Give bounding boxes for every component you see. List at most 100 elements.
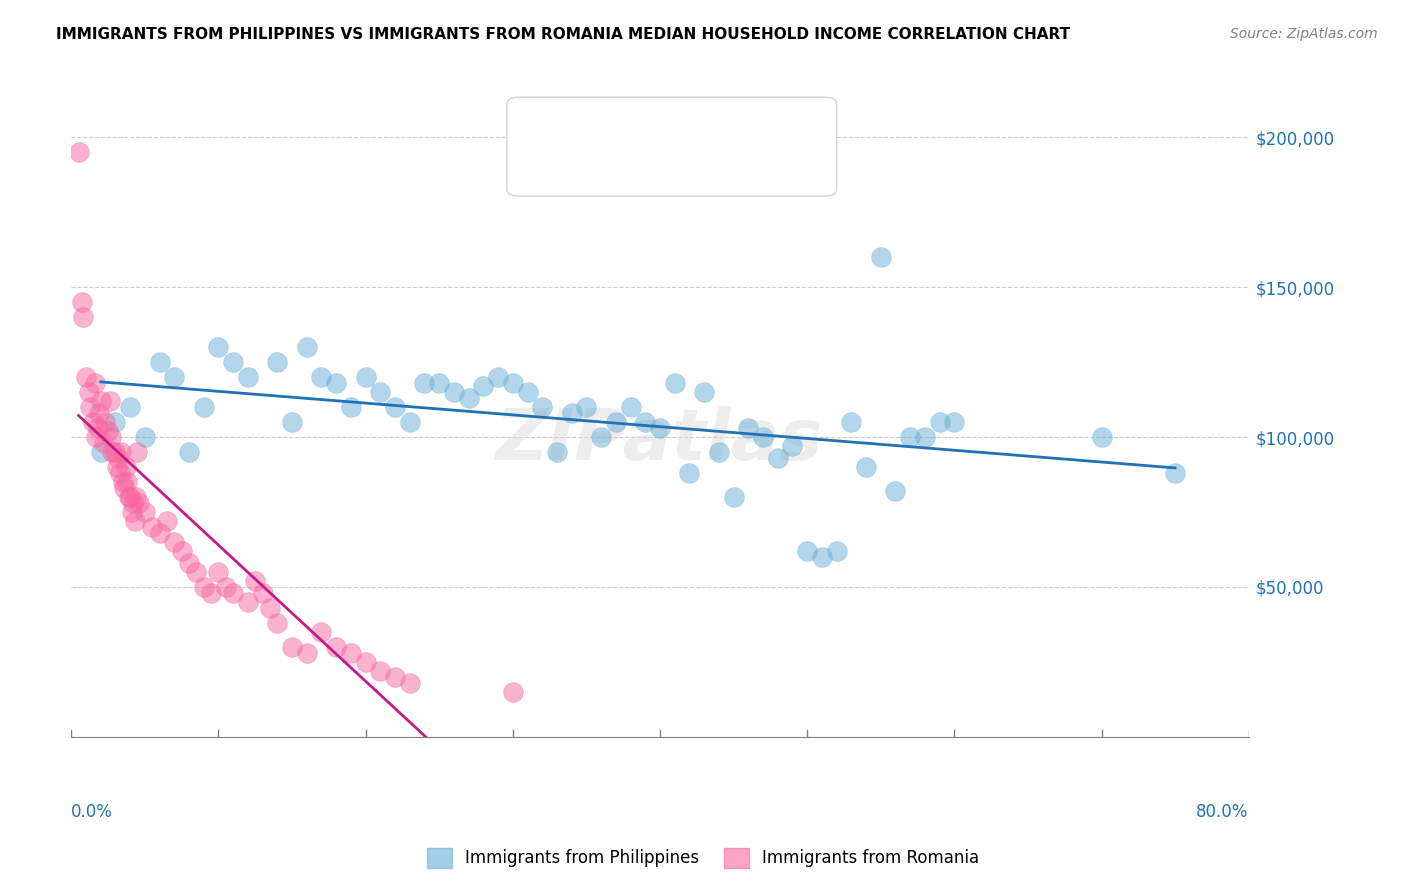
Point	[898, 430, 921, 444]
Point	[67, 145, 90, 160]
Point	[170, 544, 193, 558]
Point	[752, 430, 775, 444]
Point	[648, 421, 671, 435]
Point	[87, 421, 110, 435]
Point	[101, 445, 124, 459]
Point	[855, 460, 877, 475]
Point	[413, 376, 436, 391]
Text: IMMIGRANTS FROM PHILIPPINES VS IMMIGRANTS FROM ROMANIA MEDIAN HOUSEHOLD INCOME C: IMMIGRANTS FROM PHILIPPINES VS IMMIGRANT…	[56, 27, 1070, 42]
Point	[72, 310, 94, 325]
Point	[368, 664, 391, 678]
Point	[93, 436, 115, 450]
Point	[281, 640, 304, 654]
Point	[884, 483, 907, 498]
Point	[811, 549, 834, 564]
Point	[156, 514, 179, 528]
Point	[869, 250, 891, 264]
Point	[295, 340, 318, 354]
Point	[177, 445, 200, 459]
Point	[575, 400, 598, 414]
Point	[115, 475, 138, 489]
Point	[127, 445, 149, 459]
Point	[77, 385, 100, 400]
Point	[207, 340, 229, 354]
Point	[117, 490, 139, 504]
Point	[98, 394, 121, 409]
Point	[398, 676, 420, 690]
Point	[112, 481, 135, 495]
Point	[90, 394, 112, 409]
Point	[104, 445, 127, 459]
Point	[148, 355, 170, 369]
Point	[114, 460, 136, 475]
FancyBboxPatch shape	[508, 97, 837, 196]
Point	[914, 430, 936, 444]
Point	[90, 445, 112, 459]
Point	[236, 370, 259, 384]
Point	[97, 424, 120, 438]
Point	[311, 624, 333, 639]
Point	[1090, 430, 1112, 444]
Point	[104, 415, 127, 429]
Point	[207, 565, 229, 579]
Point	[120, 400, 142, 414]
Point	[122, 496, 145, 510]
Point	[825, 544, 848, 558]
Point	[128, 496, 150, 510]
Point	[82, 415, 104, 429]
Point	[340, 400, 363, 414]
Point	[134, 430, 156, 444]
Point	[1164, 466, 1187, 480]
Point	[398, 415, 420, 429]
Point	[108, 466, 131, 480]
Point	[84, 430, 107, 444]
Point	[94, 415, 117, 429]
Legend: R = -0.108   N = 60, R = -0.282   N = 63: R = -0.108 N = 60, R = -0.282 N = 63	[585, 106, 830, 185]
Point	[502, 376, 524, 391]
Point	[340, 646, 363, 660]
Point	[325, 640, 347, 654]
Point	[943, 415, 966, 429]
Point	[354, 370, 377, 384]
Point	[107, 451, 129, 466]
Point	[89, 406, 111, 420]
Point	[368, 385, 391, 400]
Point	[111, 475, 134, 489]
Point	[516, 385, 538, 400]
Point	[443, 385, 465, 400]
Point	[163, 370, 186, 384]
Point	[619, 400, 641, 414]
Point	[163, 535, 186, 549]
Point	[605, 415, 627, 429]
Point	[120, 490, 142, 504]
Point	[693, 385, 716, 400]
Point	[295, 646, 318, 660]
Point	[678, 466, 700, 480]
Text: Source: ZipAtlas.com: Source: ZipAtlas.com	[1230, 27, 1378, 41]
Point	[707, 445, 730, 459]
Point	[737, 421, 759, 435]
Point	[427, 376, 450, 391]
Point	[266, 615, 288, 630]
Point	[215, 580, 238, 594]
Point	[723, 490, 745, 504]
Point	[796, 544, 818, 558]
Point	[105, 460, 128, 475]
Point	[311, 370, 333, 384]
Point	[486, 370, 509, 384]
Text: ZIPatlas: ZIPatlas	[496, 406, 824, 475]
Point	[75, 370, 97, 384]
Point	[186, 565, 208, 579]
Point	[222, 355, 245, 369]
Point	[193, 400, 215, 414]
Point	[928, 415, 950, 429]
Point	[281, 415, 304, 429]
Point	[252, 586, 274, 600]
Point	[100, 430, 122, 444]
Point	[79, 400, 101, 414]
Point	[141, 520, 163, 534]
Point	[664, 376, 686, 391]
Point	[245, 574, 267, 588]
Point	[325, 376, 347, 391]
Point	[266, 355, 288, 369]
